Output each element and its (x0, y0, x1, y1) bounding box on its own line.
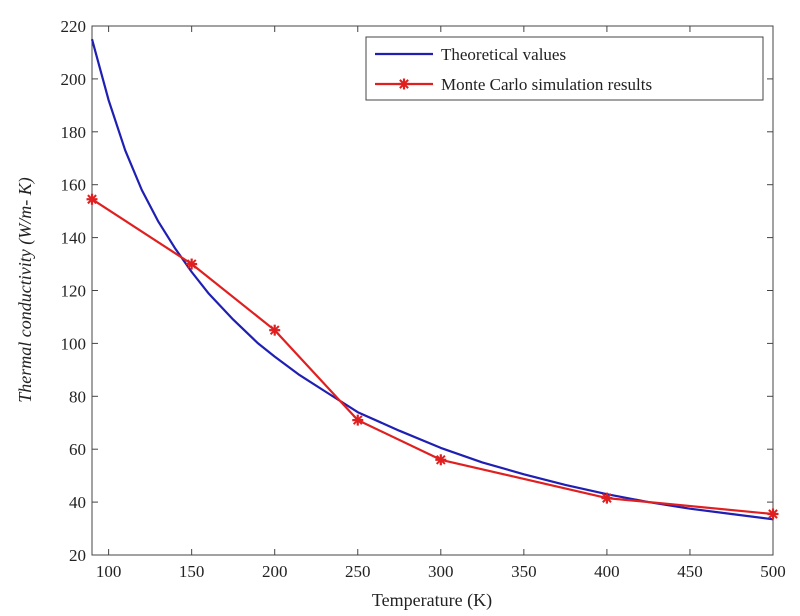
y-tick-label: 140 (61, 229, 87, 248)
x-tick-label: 400 (594, 562, 620, 581)
x-tick-label: 200 (262, 562, 288, 581)
data-point-marker (435, 454, 447, 466)
x-tick-label: 350 (511, 562, 537, 581)
x-tick-label: 500 (760, 562, 786, 581)
y-tick-label: 220 (61, 17, 87, 36)
data-point-marker (601, 492, 613, 504)
legend-label-theoretical: Theoretical values (441, 45, 566, 64)
legend: Theoretical values Monte Carlo simulatio… (365, 36, 764, 101)
y-tick-label: 160 (61, 176, 87, 195)
x-tick-label: 300 (428, 562, 454, 581)
y-tick-label: 60 (69, 440, 86, 459)
data-point-marker (269, 324, 281, 336)
legend-marker-monte-carlo (398, 78, 410, 90)
legend-box (365, 36, 764, 101)
y-tick-label: 200 (61, 70, 87, 89)
plot-area (91, 25, 774, 556)
axis-ticks: 100 150 200 250 300 350 400 450 500 20 40 60 80 100 12… (61, 17, 786, 581)
data-point-marker (86, 193, 98, 205)
legend-label-monte-carlo: Monte Carlo simulation results (441, 75, 652, 94)
y-tick-label: 40 (69, 493, 86, 512)
x-tick-label: 450 (677, 562, 703, 581)
y-tick-label: 80 (69, 387, 86, 406)
data-point-marker (186, 258, 198, 270)
x-axis-label: Temperature (K) (372, 590, 492, 611)
y-tick-label: 180 (61, 123, 87, 142)
y-tick-label: 100 (61, 334, 87, 353)
series-layer (86, 38, 779, 521)
y-axis-label: Thermal conductivity (W/m- K) (15, 177, 36, 402)
x-tick-label: 250 (345, 562, 371, 581)
x-tick-label: 100 (96, 562, 122, 581)
data-point-marker (352, 414, 364, 426)
series-line-0 (90, 38, 774, 521)
legend-star-marker (398, 78, 410, 90)
y-tick-label: 120 (61, 282, 87, 301)
y-tick-label: 20 (69, 546, 86, 565)
data-point-marker (767, 508, 779, 520)
x-tick-label: 150 (179, 562, 205, 581)
